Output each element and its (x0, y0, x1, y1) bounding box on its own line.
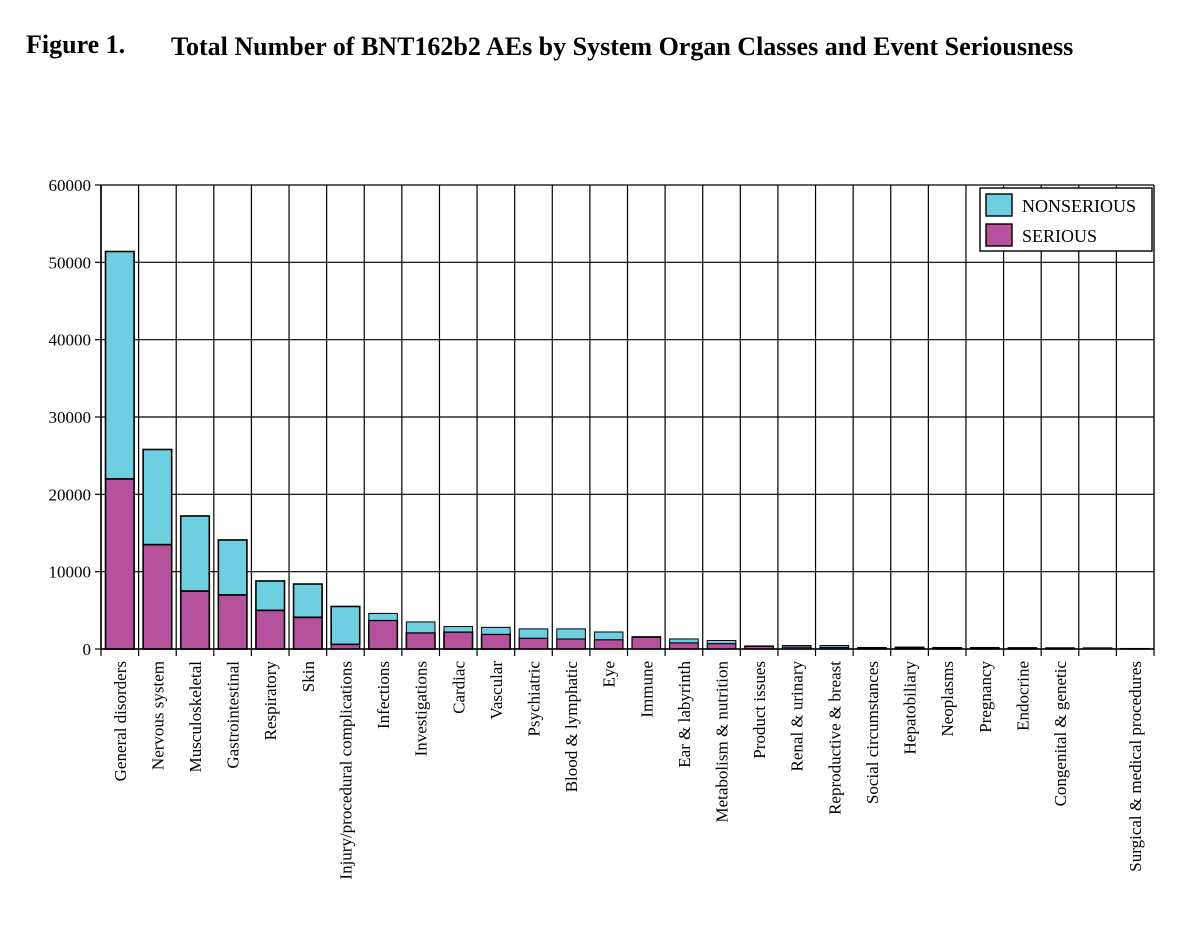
bar-nonserious (706, 639, 737, 645)
legend-label: NONSERIOUS (1022, 196, 1136, 216)
bar-nonserious (142, 448, 173, 546)
bar-serious (367, 619, 399, 650)
x-tick-label: Gastrointestinal (224, 661, 243, 769)
x-tick-label: Congenital & genetic (1051, 661, 1070, 807)
x-tick-label: Injury/procedural complications (336, 661, 355, 880)
bar-nonserious (255, 580, 286, 612)
x-tick-label: Musculoskeletal (186, 661, 205, 773)
bar-serious (217, 594, 248, 650)
x-tick-label: Social circumstances (863, 661, 882, 804)
bar-serious (706, 642, 737, 650)
bar-serious (405, 631, 436, 650)
bar-nonserious (631, 636, 662, 638)
x-tick-label: Neoplasms (938, 661, 957, 737)
bar-nonserious (969, 646, 1000, 649)
y-tick-label: 60000 (49, 176, 92, 195)
figure-title: Total Number of BNT162b2 AEs by System O… (171, 32, 1074, 61)
bar-serious (593, 639, 624, 650)
x-tick-label: Vascular (487, 661, 506, 720)
y-tick-label: 30000 (49, 408, 92, 427)
x-tick-label: Psychiatric (524, 661, 543, 737)
x-tick-label: Reproductive & breast (825, 661, 844, 815)
x-tick-label: Immune (637, 661, 656, 718)
bar-serious (179, 590, 211, 650)
bars (104, 250, 1151, 650)
x-tick-label: Ear & labyrinth (675, 661, 694, 768)
bar-nonserious (819, 645, 850, 648)
y-tick-label: 20000 (49, 485, 92, 504)
bar-nonserious (104, 250, 135, 480)
x-tick-label: Metabolism & nutrition (713, 661, 732, 823)
bar-serious (142, 543, 173, 650)
legend-swatch (985, 223, 1013, 247)
grid (100, 184, 1155, 650)
x-tick-label: Pregnancy (976, 661, 995, 733)
x-tick-label: Endocrine (1013, 661, 1032, 731)
x-tick-label: Eye (600, 661, 619, 687)
x-tick-label: Skin (299, 661, 318, 693)
bar-nonserious (217, 539, 248, 596)
bar-nonserious (292, 583, 323, 619)
bar-nonserious (330, 605, 361, 646)
legend-label: SERIOUS (1022, 226, 1097, 246)
y-tick-label: 0 (83, 640, 92, 659)
bar-serious (292, 616, 323, 650)
x-tick-label: Renal & urinary (788, 661, 807, 772)
bar-nonserious (669, 638, 699, 644)
bar-nonserious (481, 626, 511, 635)
bar-serious (255, 609, 286, 650)
bar-serious (556, 638, 586, 650)
figure-label: Figure 1. (26, 30, 126, 59)
x-tick-label: Respiratory (261, 661, 280, 741)
bar-nonserious (593, 631, 624, 641)
bar-serious (669, 642, 699, 650)
x-tick-label: General disorders (111, 661, 130, 781)
bar-serious (104, 478, 135, 650)
y-tick-label: 40000 (49, 331, 92, 350)
bar-serious (443, 631, 474, 650)
x-tick-label: Infections (374, 661, 393, 729)
bar-nonserious (518, 628, 549, 639)
bar-nonserious (179, 515, 211, 592)
bar-nonserious (781, 645, 812, 648)
x-tick-label: Surgical & medical procedures (1126, 661, 1145, 872)
legend: NONSERIOUS SERIOUS (979, 187, 1153, 252)
bar-serious (631, 636, 662, 650)
y-tick-label: 10000 (49, 563, 92, 582)
bar-nonserious (443, 626, 474, 633)
legend-swatch (985, 193, 1013, 217)
bar-nonserious (556, 628, 586, 640)
x-tick-label: Cardiac (449, 661, 468, 714)
x-tick-label: Nervous system (148, 661, 167, 770)
bar-serious (480, 633, 511, 650)
bar-nonserious (405, 621, 436, 634)
bar-serious (518, 637, 549, 650)
x-tick-label: Blood & lymphatic (562, 661, 581, 793)
axes: 0 10000 20000 30000 40000 50000 60000 General d… (49, 176, 1155, 880)
x-tick-label: Hepatobiliary (901, 661, 920, 755)
x-tick-label: Product issues (750, 661, 769, 759)
bar-nonserious (368, 612, 398, 621)
bar-nonserious (894, 646, 925, 649)
x-tick-label: Investigations (412, 661, 431, 756)
y-tick-label: 50000 (49, 253, 92, 272)
